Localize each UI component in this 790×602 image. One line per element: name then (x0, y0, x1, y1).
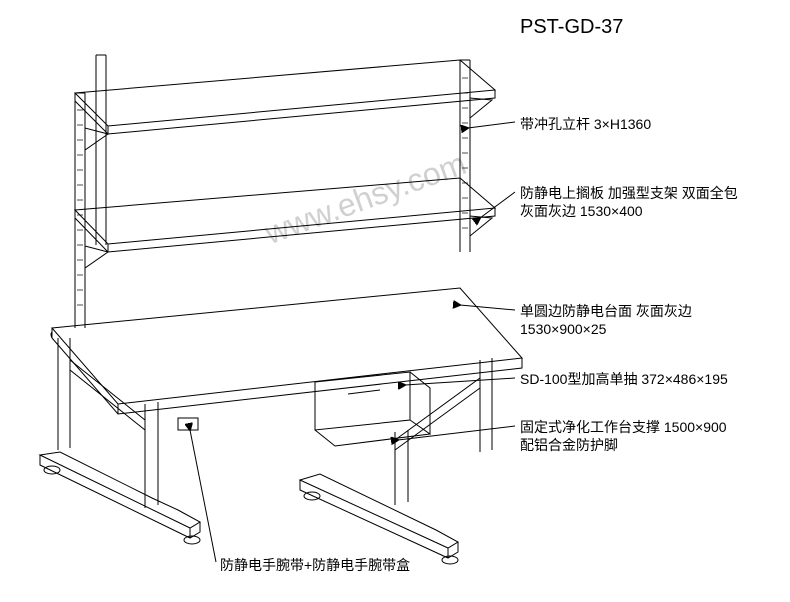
leader-lines (190, 122, 515, 562)
workbench-drawing (0, 0, 790, 602)
diagram-canvas: PST-GD-37 www.ehsy.com 带冲孔立杆 3×H1360 防静电… (0, 0, 790, 602)
